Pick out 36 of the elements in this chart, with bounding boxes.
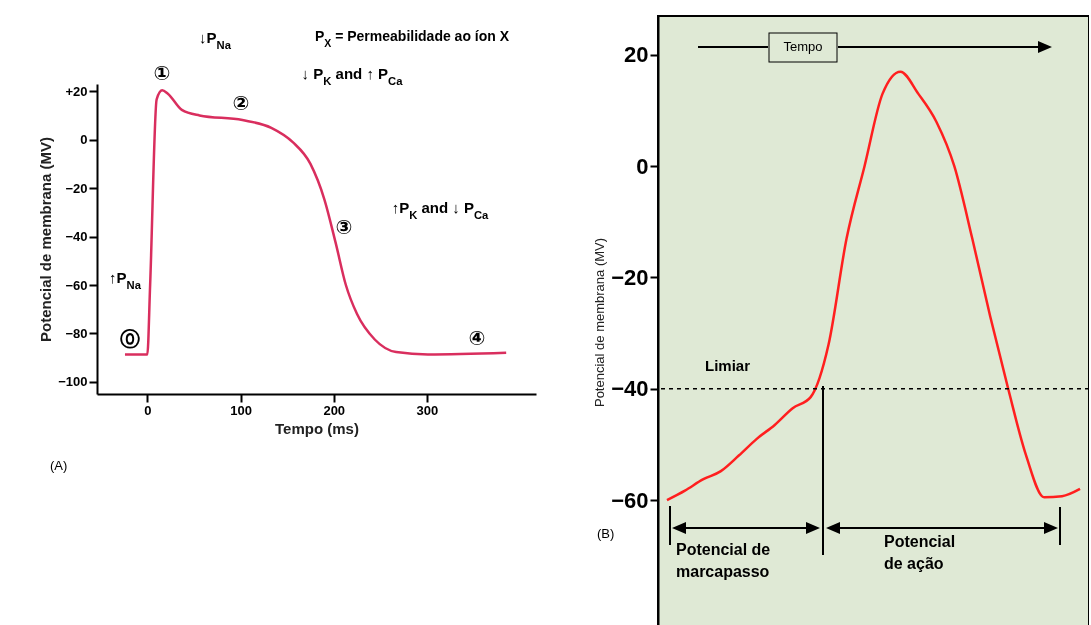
annotation: ↑P$_{Na}$ [109, 269, 142, 291]
y-tick-label: −40 [611, 376, 649, 402]
annotation: ↑P$_{K}$ and ↓ P$_{Ca}$ [391, 199, 490, 221]
annotation: ⓪ [120, 327, 140, 351]
y-tick-label: −100 [58, 374, 88, 390]
y-axis-title: Potencial de membrana (MV) [37, 136, 55, 343]
x-tick-label: 300 [416, 402, 439, 418]
y-tick-label: 0 [80, 132, 88, 148]
annotation: Potencial de marcapasso [676, 541, 771, 580]
y-tick-label: −40 [65, 229, 88, 245]
text: ↓P$_{Na}$ [199, 29, 232, 51]
annotation: ④ [468, 326, 486, 350]
y-tick-label: +20 [65, 83, 88, 99]
y-axis-title: Potencial de membrana (MV) [592, 237, 608, 408]
y-tick-label: −60 [65, 277, 88, 293]
y-tick-label: −80 [65, 325, 88, 341]
annotation: ② [232, 91, 250, 115]
y-tick-label: 0 [636, 153, 649, 179]
y-tick-label: −20 [611, 264, 649, 290]
x-tick-label: 100 [230, 402, 252, 418]
annotation: ③ [335, 215, 353, 239]
annotation: Potencial de ação [884, 533, 956, 572]
line-series [665, 70, 1082, 502]
text: (A) [50, 458, 68, 473]
text: P$_{X}$ = Permeabilidade ao íon X [314, 28, 510, 49]
y-tick-label: 20 [624, 42, 649, 68]
annotation: ① [153, 61, 171, 85]
x-tick-label: 0 [144, 402, 152, 418]
ref-line-label: Limiar [705, 357, 751, 374]
annotation: Tempo [783, 39, 823, 54]
x-tick-label: 200 [323, 402, 346, 418]
y-tick-label: −60 [611, 487, 649, 513]
annotation: ↓ P$_{K}$ and ↑ P$_{Ca}$ [301, 65, 404, 87]
y-tick-label: −20 [65, 180, 88, 196]
x-axis-title: Tempo (ms) [275, 419, 359, 437]
text: (B) [597, 526, 615, 541]
